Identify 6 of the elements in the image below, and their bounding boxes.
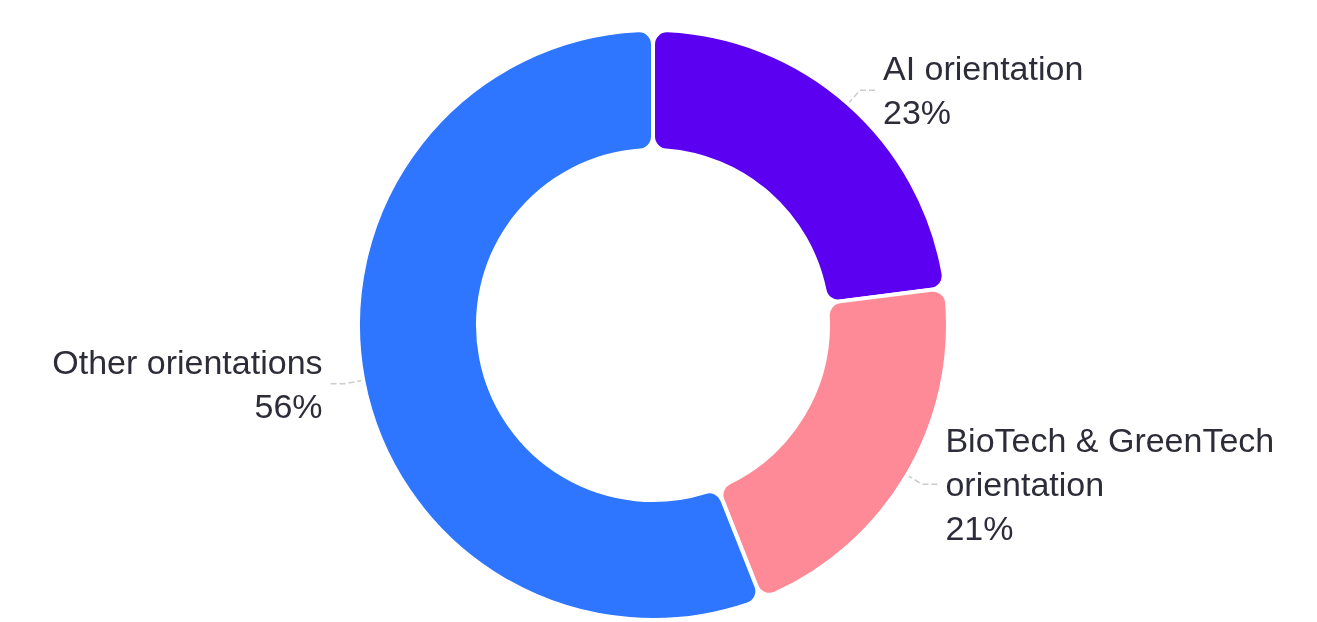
- slice-label: Other orientations: [52, 342, 323, 381]
- slice-label: AI orientation: [882, 49, 1084, 88]
- data-label: 23%: [882, 93, 952, 132]
- slice-label: BioTech & GreenTech orientation: [945, 421, 1284, 504]
- data-label: 21%: [945, 509, 1014, 548]
- data-label: 56%: [254, 386, 323, 425]
